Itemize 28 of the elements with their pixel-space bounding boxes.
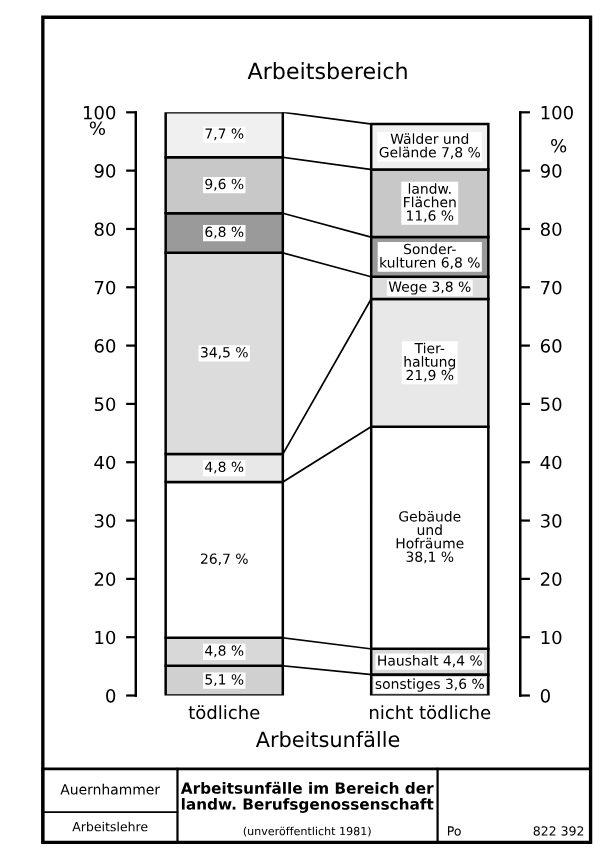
y-tick-label: 50 bbox=[94, 397, 116, 412]
y2-tick-label: 60 bbox=[540, 339, 562, 353]
y-tick-label: 90 bbox=[94, 164, 116, 178]
y2-tick-label: 100 bbox=[541, 105, 573, 120]
y-tick-label: 40 bbox=[94, 455, 116, 470]
y2-tick-label: 40 bbox=[540, 455, 562, 470]
y-tick-label: 10 bbox=[95, 630, 116, 645]
y2-tick-label: 90 bbox=[540, 164, 562, 178]
x-tick-label: tödliche bbox=[188, 705, 260, 720]
y2-tick-label: 70 bbox=[541, 280, 562, 295]
y2-tick-label: 30 bbox=[541, 514, 562, 528]
y2-tick-label: 50 bbox=[541, 397, 562, 412]
y-tick-label: 80 bbox=[94, 222, 116, 237]
x-axis-title: Arbeitsunfälle bbox=[255, 731, 400, 748]
y-tick-label: 100 bbox=[83, 105, 116, 120]
y-tick-label: 60 bbox=[94, 339, 116, 353]
y-tick-label: 30 bbox=[94, 514, 116, 528]
y-tick-label: 0 bbox=[106, 688, 116, 703]
y-tick-label: 20 bbox=[94, 572, 116, 586]
x-tick-label: nicht tödliche bbox=[370, 705, 491, 720]
y-tick-label: 70 bbox=[94, 280, 116, 295]
y2-tick-label: 20 bbox=[540, 572, 562, 586]
chart-title: Arbeitsbereich bbox=[247, 62, 407, 80]
y-axis-title: % bbox=[89, 121, 106, 136]
y2-tick-label: 10 bbox=[541, 630, 562, 645]
y2-tick-label: 80 bbox=[540, 222, 562, 237]
y2-axis-title: % bbox=[551, 138, 567, 153]
y2-tick-label: 0 bbox=[540, 688, 550, 703]
